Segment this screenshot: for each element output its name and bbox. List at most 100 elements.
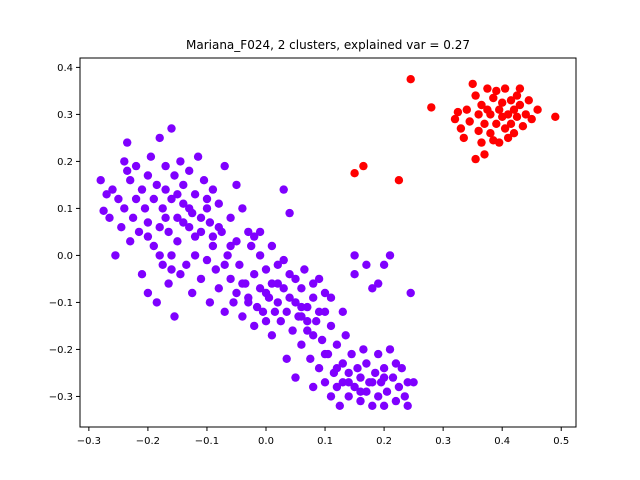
data-point [105,213,114,222]
data-point [350,382,359,392]
data-point [120,157,129,166]
data-point [309,382,318,392]
data-point [273,279,282,288]
data-point [503,133,513,143]
data-point [226,213,235,222]
data-point [320,349,330,359]
data-point [495,138,504,147]
data-point [155,223,164,232]
data-point [279,255,288,265]
data-point [193,152,203,161]
x-axis: −0.3 −0.2 −0.1 0.0 0.1 0.2 0.3 0.4 0.5 [77,427,569,447]
data-point [498,98,507,107]
plot-frame [79,57,577,428]
data-point [509,105,519,114]
data-point [462,105,471,114]
data-point [397,364,406,373]
data-point [477,100,486,110]
data-point [205,218,215,227]
data-point [524,96,533,105]
data-point [391,396,401,406]
data-point [480,150,489,159]
data-point [474,126,483,136]
x-tick-label: −0.2 [136,436,160,447]
data-point [131,161,141,171]
data-point [273,260,282,269]
data-point [468,79,477,89]
data-point [226,274,235,284]
data-point [202,255,212,265]
data-point [161,185,170,194]
data-point [196,213,206,222]
data-point [190,232,200,241]
data-point [320,307,330,316]
data-point [356,373,365,382]
data-point [344,378,353,387]
data-point [164,227,173,237]
data-point [515,84,525,93]
data-point [255,227,265,237]
data-point [167,124,176,133]
data-point [303,317,312,326]
data-point [285,270,294,279]
data-point [282,307,291,316]
data-point [515,100,525,110]
data-point [309,279,318,288]
data-point [465,117,474,126]
data-point [492,86,501,96]
data-point [288,326,297,335]
data-point [492,119,501,128]
data-point [512,91,522,100]
data-point [459,133,468,143]
data-point [368,401,377,410]
data-point [170,312,179,321]
data-point [314,307,324,316]
data-point [211,265,220,274]
data-point [143,288,153,298]
data-point [371,368,380,378]
data-point [140,204,150,213]
data-point [120,204,129,213]
data-point [202,204,212,213]
data-point [108,185,117,194]
data-point [509,129,519,138]
data-point [232,237,241,246]
data-point [155,251,164,260]
data-point [341,331,350,340]
data-point [506,96,516,105]
data-point [317,335,327,345]
data-point [362,260,371,269]
x-tick-label: 0.4 [494,436,510,447]
data-point [379,373,389,382]
data-point [279,284,288,293]
data-point [486,129,495,138]
data-point [379,364,389,373]
data-point [385,345,395,354]
data-point [533,105,542,114]
data-point [137,270,147,279]
data-point [123,166,132,175]
data-point [131,194,141,204]
data-point [350,169,359,178]
data-point [214,223,223,232]
data-point [143,218,153,227]
data-point [518,122,528,131]
data-point [258,307,268,316]
y-tick-label: −0.2 [49,345,73,356]
data-point [173,213,182,222]
data-point [297,312,306,321]
data-point [291,373,300,382]
data-point [471,91,480,100]
data-point [255,284,265,293]
data-point [111,251,120,260]
data-point [332,382,342,392]
data-point [208,185,218,194]
data-point [247,241,256,251]
data-point [232,180,241,190]
data-point [96,176,105,185]
data-point [353,364,362,373]
data-point [223,251,232,260]
data-point [303,326,312,335]
data-point [229,298,238,307]
